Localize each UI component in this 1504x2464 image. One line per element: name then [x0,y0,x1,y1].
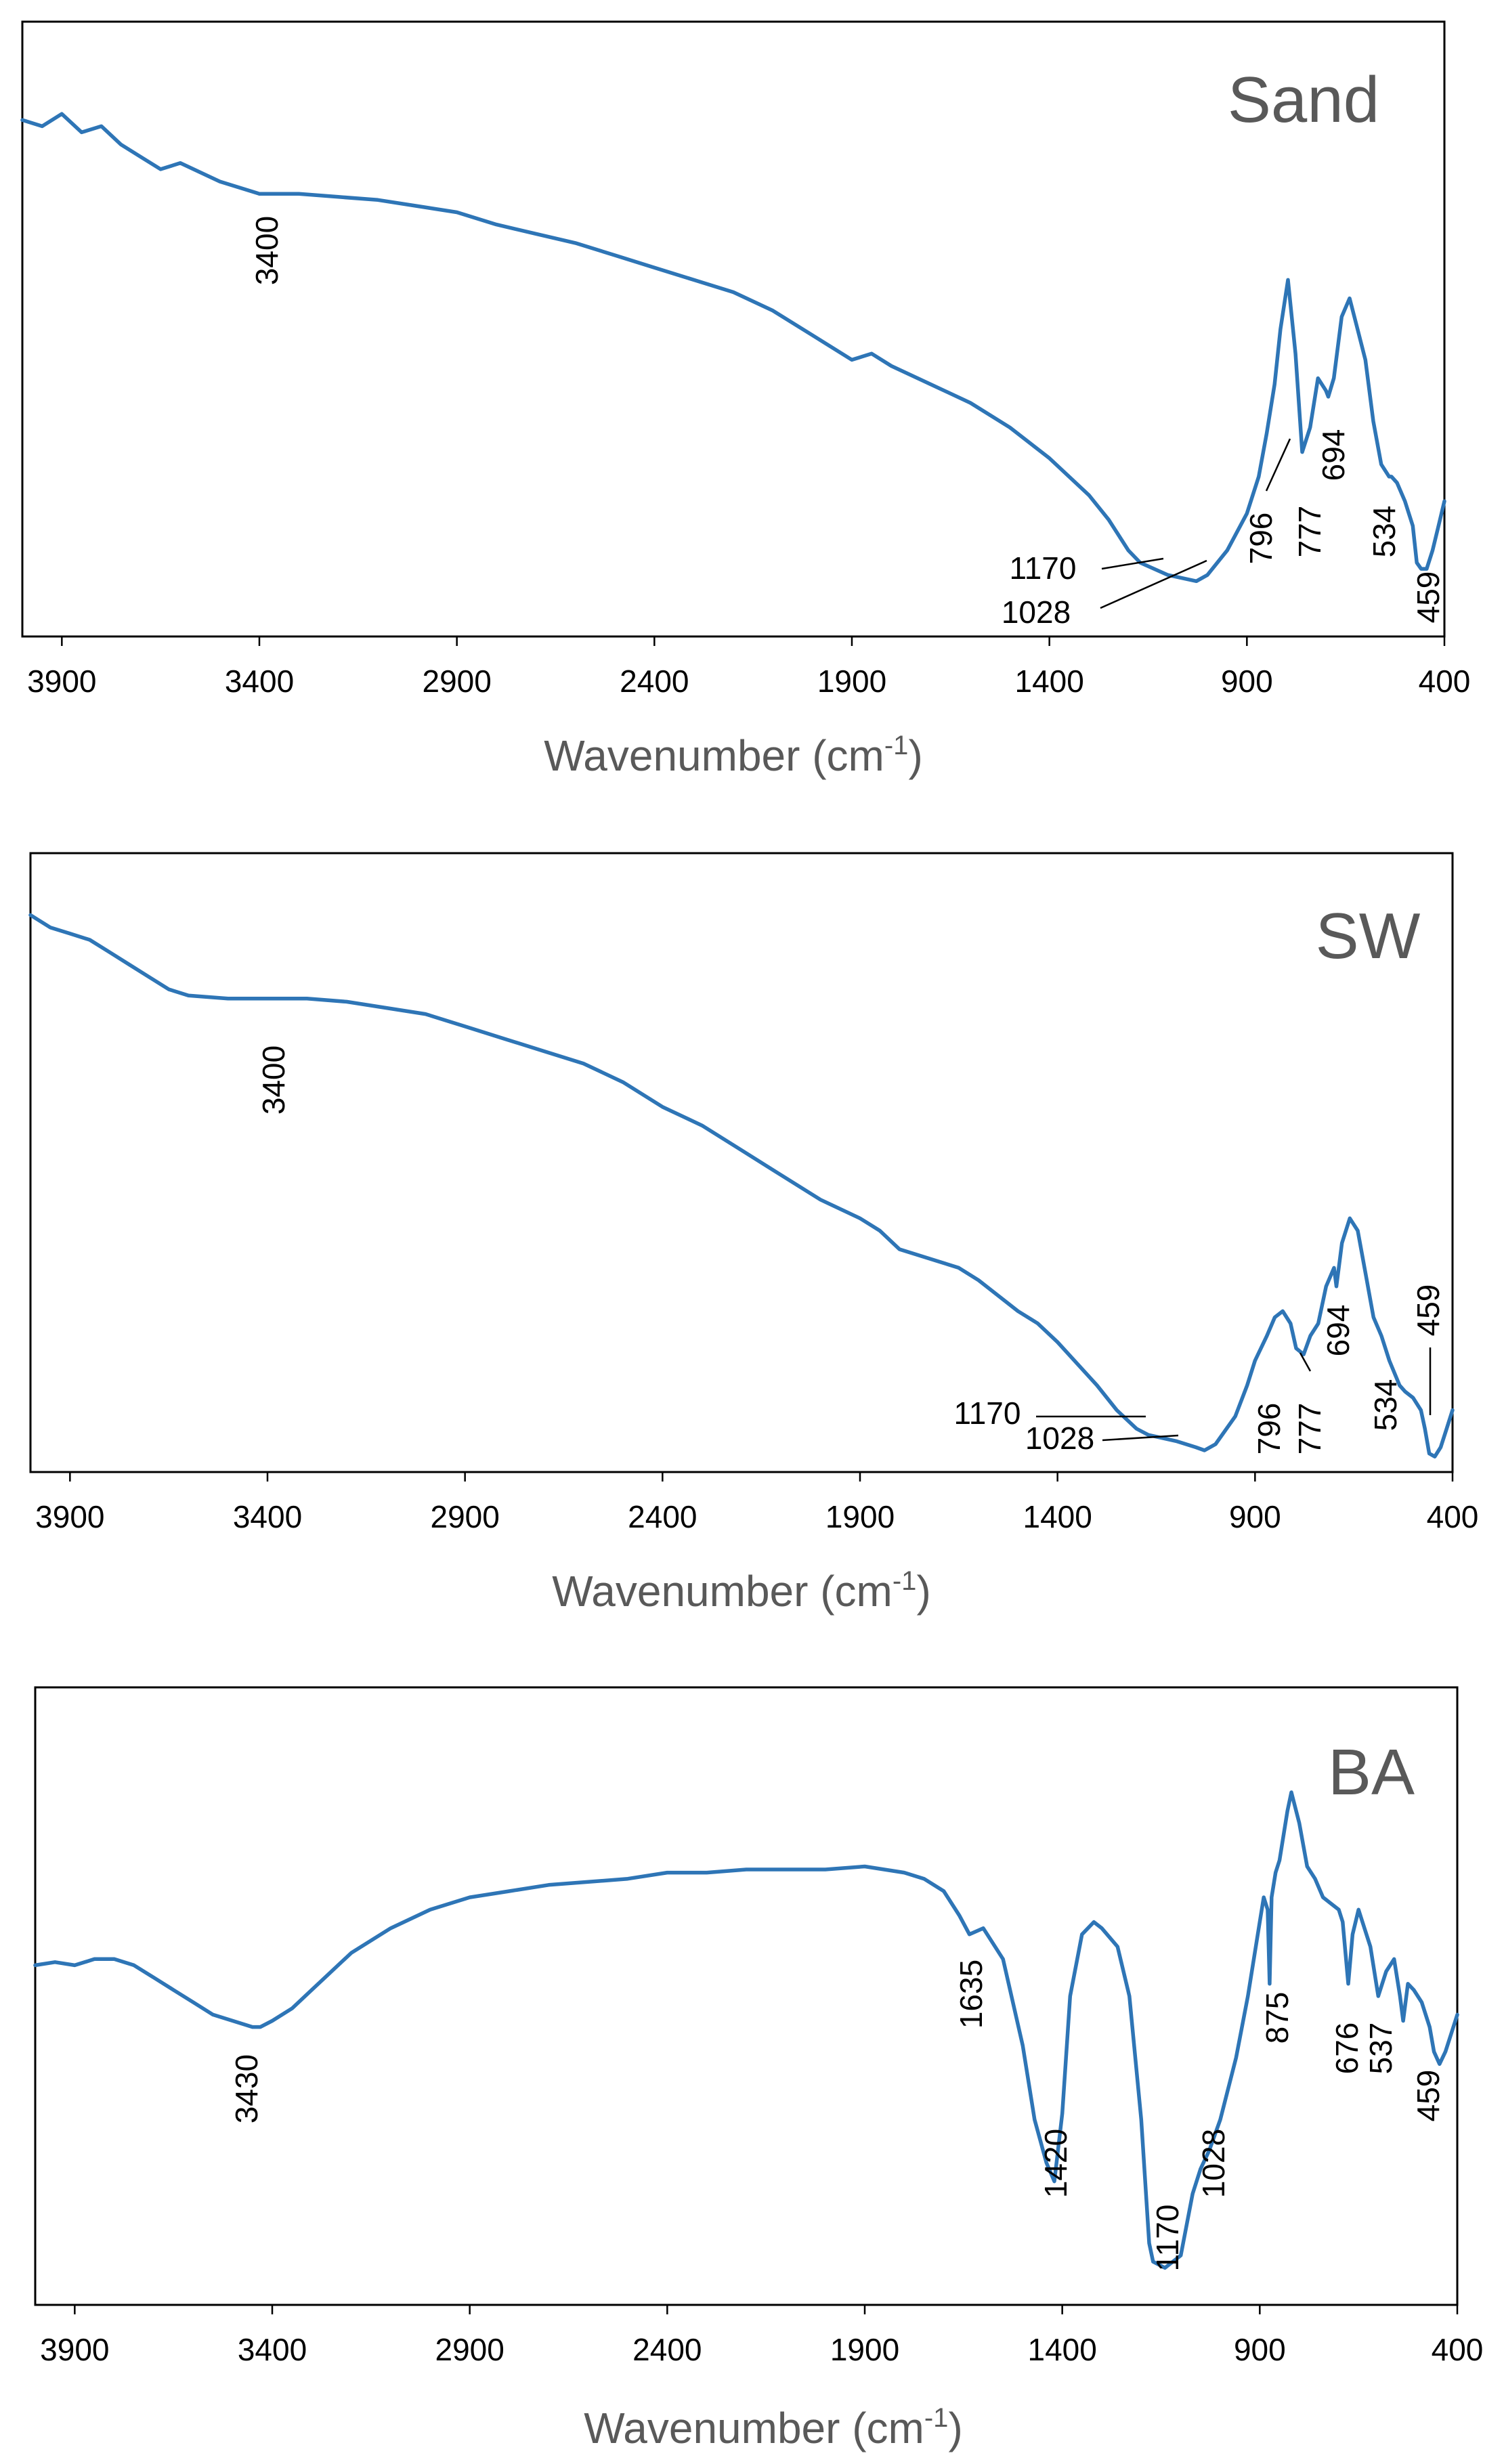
x-tick-label: 3400 [233,1499,302,1534]
peak-label: 459 [1411,571,1446,624]
peak-label: 537 [1363,2023,1398,2075]
peak-label: 459 [1411,1284,1446,1337]
peak-label: 1028 [1025,1421,1094,1456]
peak-annotation-694: 694 [1316,429,1351,481]
plot-frame [21,20,1446,638]
peak-label: 1170 [1150,2205,1185,2272]
leader-line [1100,559,1207,609]
peak-label: 1028 [1002,595,1071,630]
panel-title: SW [1316,900,1421,972]
peak-label: 3400 [256,1045,291,1115]
peak-annotation-3430: 3430 [229,2054,264,2123]
peak-annotation-676: 676 [1329,2023,1365,2075]
peak-annotation-1635: 1635 [953,1960,989,2029]
panel-title: Sand [1228,64,1379,136]
peak-annotation-459: 459 [1411,2070,1446,2122]
peak-label: 1635 [953,1960,989,2029]
peak-label: 1028 [1196,2129,1231,2198]
spectrum-line-ba [33,1790,1459,2270]
x-tick-label: 3400 [225,664,294,699]
peak-label: 676 [1329,2023,1365,2075]
x-tick-label: 3400 [238,2332,307,2367]
x-tick-label: 1400 [1023,1499,1092,1534]
x-tick-label: 3900 [40,2332,109,2367]
peak-label: 3400 [249,216,284,285]
x-tick-label: 2900 [430,1499,499,1534]
peak-label: 534 [1367,506,1402,558]
x-tick-label: 3900 [27,664,96,699]
peak-annotation-1420: 1420 [1038,2129,1073,2198]
peak-label: 694 [1316,429,1351,481]
spectrum-line-sand [20,112,1446,584]
peak-annotation-1028: 1028 [1196,2129,1231,2198]
x-tick-label: 2900 [422,664,491,699]
peak-annotation-694: 694 [1320,1305,1356,1357]
x-tick-label: 900 [1229,1499,1281,1534]
peak-annotation-796: 796 [1243,438,1291,565]
panel-title: BA [1328,1736,1415,1809]
peak-annotation-1170: 1170 [1150,2205,1185,2272]
peak-label: 3430 [229,2054,264,2123]
x-axis-label: Wavenumber (cm-1) [552,1566,931,1616]
panel-sw: SW 3900 3400 2900 2400 1900 1400 900 400 Wavenu… [28,852,1478,1616]
panel-ba: BA 3900 3400 2900 2400 1900 1400 900 400 Wavenu… [33,1686,1483,2452]
peak-label: 1170 [1010,550,1077,586]
x-tick-label: 1900 [817,664,886,699]
x-tick-label: 900 [1221,664,1273,699]
leader-line [1299,1352,1312,1372]
x-tick-label: 2900 [435,2332,504,2367]
x-tick-label: 400 [1427,1499,1479,1534]
spectrum-line-sw [28,913,1455,1458]
x-tick-label: 2400 [632,2332,702,2367]
peak-label: 1170 [954,1396,1021,1431]
x-axis-ticks: 3900 3400 2900 2400 1900 1400 900 400 [40,2305,1483,2367]
peak-annotation-1170: 1170 [1010,550,1164,586]
peak-label: 777 [1292,506,1327,558]
leader-line [1101,557,1164,570]
peak-annotation-1028: 1028 [1025,1421,1179,1456]
peak-annotation-534: 534 [1367,506,1402,558]
peak-annotation-875: 875 [1260,1992,1295,2044]
peak-label: 1420 [1038,2129,1073,2198]
peak-annotation-3400: 3400 [256,1045,291,1115]
x-tick-label: 1900 [830,2332,899,2367]
peak-annotation-777: 777 [1292,506,1327,558]
plot-frame [29,852,1454,1473]
peak-label: 777 [1292,1403,1327,1455]
peak-annotation-796: 796 [1251,1403,1287,1455]
peak-annotation-459: 459 [1411,571,1446,624]
x-axis-ticks: 3900 3400 2900 2400 1900 1400 900 400 [35,1472,1478,1534]
peak-annotation-537: 537 [1363,2023,1398,2075]
peak-label: 694 [1320,1305,1356,1357]
x-tick-label: 2400 [620,664,689,699]
x-axis-ticks: 3900 3400 2900 2400 1900 1400 900 400 [27,636,1470,699]
x-tick-label: 900 [1234,2332,1286,2367]
plot-frame [34,1686,1459,2306]
peak-annotation-777: 777 [1292,1352,1327,1455]
x-axis-label: Wavenumber (cm-1) [584,2403,963,2452]
x-tick-label: 1400 [1027,2332,1096,2367]
peak-label: 459 [1411,2070,1446,2122]
peak-label: 534 [1368,1379,1403,1431]
peak-annotation-1170: 1170 [954,1396,1146,1431]
peak-annotation-459: 459 [1411,1284,1446,1415]
peak-label: 796 [1251,1403,1287,1455]
peak-annotation-534: 534 [1368,1379,1403,1431]
peak-annotation-3400: 3400 [249,216,284,285]
x-axis-label: Wavenumber (cm-1) [544,731,923,780]
peak-label: 875 [1260,1992,1295,2044]
leader-line [1102,1434,1179,1442]
panel-sand: Sand 3900 3400 2900 2400 1900 1400 900 400 Wave… [20,20,1470,780]
peak-label: 796 [1243,513,1279,565]
x-tick-label: 400 [1419,664,1471,699]
x-tick-label: 400 [1432,2332,1484,2367]
x-tick-label: 3900 [35,1499,104,1534]
x-tick-label: 1900 [825,1499,895,1534]
peak-annotation-1028: 1028 [1002,559,1207,630]
leader-line [1265,438,1291,492]
x-tick-label: 1400 [1014,664,1083,699]
x-tick-label: 2400 [628,1499,697,1534]
